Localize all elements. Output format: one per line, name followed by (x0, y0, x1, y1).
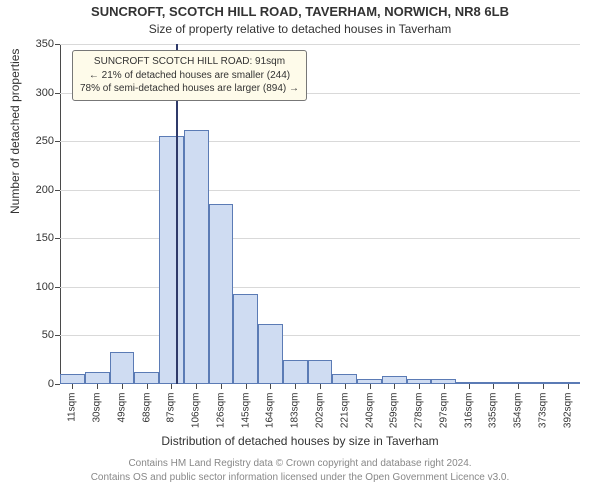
x-tick-mark (370, 384, 371, 389)
x-tick-mark (419, 384, 420, 389)
y-tick-label: 0 (14, 378, 54, 390)
y-tick-mark (55, 287, 60, 288)
y-axis-line (60, 44, 61, 384)
histogram-bar (382, 376, 407, 384)
y-tick-mark (55, 238, 60, 239)
footer-line-2: Contains OS and public sector informatio… (0, 472, 600, 483)
x-tick-label: 316sqm (463, 393, 474, 453)
y-tick-mark (55, 190, 60, 191)
x-tick-label: 164sqm (265, 393, 276, 453)
y-tick-label: 350 (14, 38, 54, 50)
y-tick-mark (55, 141, 60, 142)
x-tick-label: 30sqm (92, 393, 103, 453)
x-tick-label: 297sqm (438, 393, 449, 453)
x-tick-label: 240sqm (364, 393, 375, 453)
x-tick-label: 11sqm (67, 393, 78, 453)
y-tick-label: 300 (14, 87, 54, 99)
x-tick-mark (221, 384, 222, 389)
histogram-bar (184, 130, 209, 385)
y-tick-label: 200 (14, 184, 54, 196)
x-tick-mark (444, 384, 445, 389)
x-tick-mark (171, 384, 172, 389)
y-tick-mark (55, 384, 60, 385)
histogram-bar (85, 372, 110, 384)
x-tick-mark (543, 384, 544, 389)
y-tick-label: 250 (14, 135, 54, 147)
x-tick-mark (493, 384, 494, 389)
y-tick-label: 150 (14, 232, 54, 244)
x-tick-label: 49sqm (116, 393, 127, 453)
x-tick-mark (122, 384, 123, 389)
x-tick-label: 87sqm (166, 393, 177, 453)
x-tick-mark (295, 384, 296, 389)
x-tick-label: 354sqm (513, 393, 524, 453)
histogram-bar (308, 360, 333, 384)
x-tick-mark (97, 384, 98, 389)
histogram-bar (233, 294, 258, 384)
x-tick-label: 202sqm (315, 393, 326, 453)
y-tick-mark (55, 335, 60, 336)
x-tick-label: 106sqm (191, 393, 202, 453)
histogram-bar (159, 136, 184, 384)
grid-line (60, 287, 580, 288)
x-tick-mark (320, 384, 321, 389)
y-tick-mark (55, 93, 60, 94)
x-tick-label: 221sqm (339, 393, 350, 453)
x-tick-label: 278sqm (414, 393, 425, 453)
y-tick-label: 50 (14, 329, 54, 341)
annotation-line-1: SUNCROFT SCOTCH HILL ROAD: 91sqm (80, 55, 299, 69)
histogram-bar (134, 372, 159, 384)
x-tick-label: 335sqm (488, 393, 499, 453)
x-tick-mark (469, 384, 470, 389)
x-tick-label: 68sqm (141, 393, 152, 453)
y-tick-mark (55, 44, 60, 45)
footer-line-1: Contains HM Land Registry data © Crown c… (0, 458, 600, 469)
x-tick-mark (72, 384, 73, 389)
x-tick-mark (518, 384, 519, 389)
x-tick-mark (345, 384, 346, 389)
y-tick-label: 100 (14, 281, 54, 293)
x-tick-label: 145sqm (240, 393, 251, 453)
chart-container: SUNCROFT, SCOTCH HILL ROAD, TAVERHAM, NO… (0, 0, 600, 500)
grid-line (60, 335, 580, 336)
x-tick-label: 126sqm (215, 393, 226, 453)
x-tick-mark (568, 384, 569, 389)
grid-line (60, 190, 580, 191)
x-tick-label: 183sqm (290, 393, 301, 453)
x-tick-label: 392sqm (562, 393, 573, 453)
grid-line (60, 238, 580, 239)
annotation-line-2: ← 21% of detached houses are smaller (24… (80, 69, 299, 83)
chart-subtitle: Size of property relative to detached ho… (0, 22, 600, 36)
x-tick-mark (270, 384, 271, 389)
grid-line (60, 141, 580, 142)
histogram-bar (60, 374, 85, 384)
grid-line (60, 44, 580, 45)
x-tick-mark (246, 384, 247, 389)
x-tick-mark (147, 384, 148, 389)
histogram-bar (283, 360, 308, 384)
chart-title: SUNCROFT, SCOTCH HILL ROAD, TAVERHAM, NO… (0, 4, 600, 19)
x-tick-mark (394, 384, 395, 389)
x-tick-label: 259sqm (389, 393, 400, 453)
histogram-bar (110, 352, 135, 384)
x-tick-mark (196, 384, 197, 389)
annotation-line-3: 78% of semi-detached houses are larger (… (80, 82, 299, 96)
histogram-bar (258, 324, 283, 384)
histogram-bar (209, 204, 234, 384)
histogram-bar (332, 374, 357, 384)
x-tick-label: 373sqm (537, 393, 548, 453)
annotation-box: SUNCROFT SCOTCH HILL ROAD: 91sqm← 21% of… (72, 50, 307, 101)
